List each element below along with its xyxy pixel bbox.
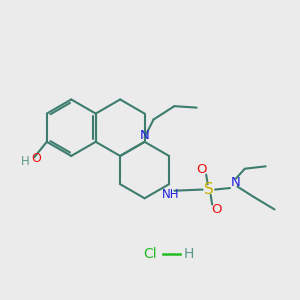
Text: H: H [21,155,30,168]
Text: N: N [231,176,241,189]
Text: H: H [184,247,194,261]
Text: O: O [196,163,207,176]
Text: NH: NH [162,188,179,201]
Text: N: N [140,129,149,142]
Text: O: O [31,152,41,165]
Text: Cl: Cl [143,247,157,261]
Text: O: O [212,203,222,216]
Text: S: S [204,182,214,197]
